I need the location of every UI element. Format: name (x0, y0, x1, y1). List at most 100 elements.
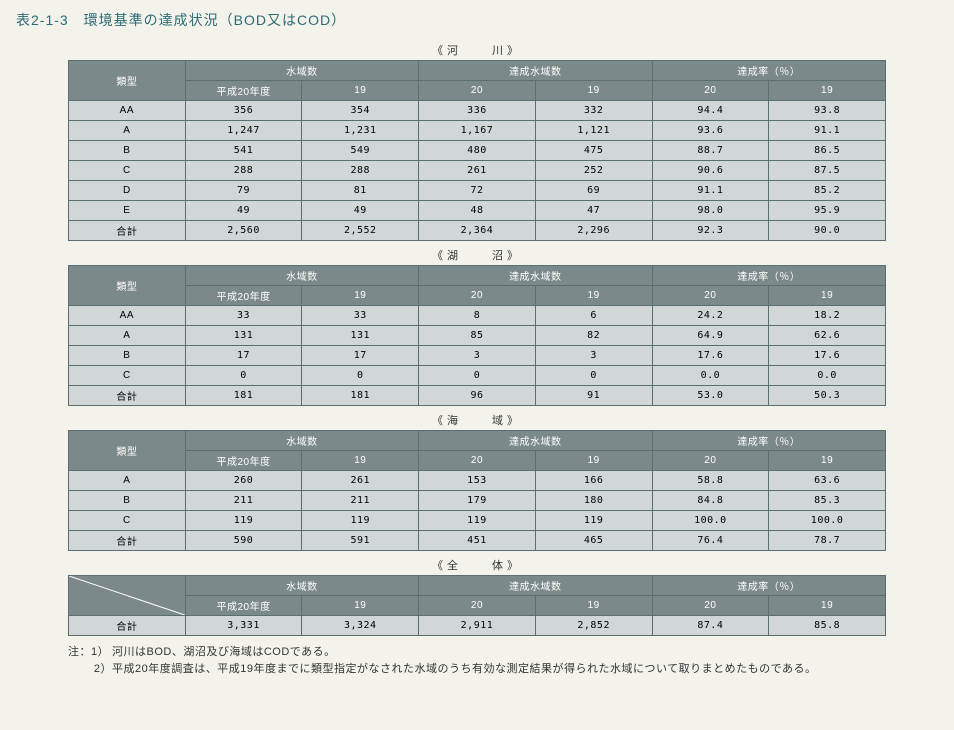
table-cell: 95.9 (769, 201, 886, 221)
col-sub: 19 (769, 81, 886, 101)
table-cell: 3 (535, 346, 652, 366)
table-row: 合計181181969153.050.3 (69, 386, 886, 406)
col-group-2: 達成水域数 (419, 61, 652, 81)
table-cell: 90.0 (769, 221, 886, 241)
table-cell: 179 (419, 491, 536, 511)
table-cell: 591 (302, 531, 419, 551)
table-cell: 100.0 (769, 511, 886, 531)
table-cell: 0.0 (769, 366, 886, 386)
table-cell: 53.0 (652, 386, 769, 406)
table-row: A131131858264.962.6 (69, 326, 886, 346)
col-sub: 平成20年度 (185, 81, 302, 101)
table-cell: 合計 (69, 531, 186, 551)
table-cell: 119 (302, 511, 419, 531)
note-label-1: 注：1） (68, 644, 112, 661)
table-cell: C (69, 511, 186, 531)
col-sub: 平成20年度 (185, 286, 302, 306)
table-row: 合計59059145146576.478.7 (69, 531, 886, 551)
table-cell: 0 (535, 366, 652, 386)
table-cell: 261 (302, 471, 419, 491)
table-cell: 82 (535, 326, 652, 346)
table-cell: 356 (185, 101, 302, 121)
table-cell: 98.0 (652, 201, 769, 221)
table-cell: C (69, 366, 186, 386)
table-cell: C (69, 161, 186, 181)
col-sub: 19 (535, 451, 652, 471)
table-cell: 180 (535, 491, 652, 511)
table-cell: 1,247 (185, 121, 302, 141)
table-cell: 2,364 (419, 221, 536, 241)
rowtype-header: 類型 (69, 61, 186, 101)
table-cell: 1,121 (535, 121, 652, 141)
table-cell: 24.2 (652, 306, 769, 326)
table-cell: A (69, 121, 186, 141)
table-cell: 18.2 (769, 306, 886, 326)
col-sub: 20 (652, 451, 769, 471)
col-sub: 19 (769, 286, 886, 306)
table-cell: 153 (419, 471, 536, 491)
table-cell: 85 (419, 326, 536, 346)
table-cell: 81 (302, 181, 419, 201)
rowtype-header: 類型 (69, 266, 186, 306)
table-cell: 91 (535, 386, 652, 406)
table-cell: 94.4 (652, 101, 769, 121)
table-cell: 90.6 (652, 161, 769, 181)
table-cell: 76.4 (652, 531, 769, 551)
section-caption: 《湖 沼》 (16, 247, 938, 263)
col-sub: 20 (419, 596, 536, 616)
col-group-1: 水域数 (185, 576, 418, 596)
table-cell: 93.8 (769, 101, 886, 121)
table-cell: 63.6 (769, 471, 886, 491)
col-sub: 20 (652, 286, 769, 306)
table-row: B54154948047588.786.5 (69, 141, 886, 161)
col-sub: 20 (419, 286, 536, 306)
table-cell: 47 (535, 201, 652, 221)
note-text-1: 河川はBOD、湖沼及び海域はCODである。 (112, 644, 938, 661)
col-group-3: 達成率（％） (652, 576, 885, 596)
col-sub: 19 (535, 286, 652, 306)
col-group-1: 水域数 (185, 266, 418, 286)
col-sub: 20 (419, 81, 536, 101)
section-caption-overall: 《全 体》 (16, 557, 938, 573)
col-sub: 19 (769, 451, 886, 471)
table-cell: 合計 (69, 616, 186, 636)
table-cell: 211 (185, 491, 302, 511)
col-group-2: 達成水域数 (419, 431, 652, 451)
table-cell: 332 (535, 101, 652, 121)
table-cell: B (69, 346, 186, 366)
table-cell: A (69, 326, 186, 346)
col-sub: 19 (302, 451, 419, 471)
col-sub: 19 (302, 596, 419, 616)
note-label-2: 2） (68, 661, 112, 678)
table-overall: 水域数 達成水域数 達成率（％） 平成20年度 19 20 19 20 19 合… (68, 575, 886, 636)
table-cell: 2,911 (419, 616, 536, 636)
table-cell: 69 (535, 181, 652, 201)
table-row: AA33338624.218.2 (69, 306, 886, 326)
note-text-2: 平成20年度調査は、平成19年度までに類型指定がなされた水域のうち有効な測定結果… (112, 661, 938, 678)
table-cell: 62.6 (769, 326, 886, 346)
table-cell: 166 (535, 471, 652, 491)
table-cell: 6 (535, 306, 652, 326)
table-cell: 119 (419, 511, 536, 531)
table-cell: 0 (185, 366, 302, 386)
col-sub: 19 (769, 596, 886, 616)
table-cell: 91.1 (652, 181, 769, 201)
table-cell: 合計 (69, 221, 186, 241)
col-group-2: 達成水域数 (419, 576, 652, 596)
data-table: 類型水域数達成水域数達成率（％）平成20年度1920192019AA356354… (68, 60, 886, 241)
table-cell: 451 (419, 531, 536, 551)
col-sub: 20 (419, 451, 536, 471)
table-cell: 549 (302, 141, 419, 161)
table-cell: A (69, 471, 186, 491)
table-cell: 50.3 (769, 386, 886, 406)
table-row: C28828826125290.687.5 (69, 161, 886, 181)
table-cell: 100.0 (652, 511, 769, 531)
table-cell: 85.2 (769, 181, 886, 201)
diagonal-header (69, 576, 186, 616)
table-cell: 0 (302, 366, 419, 386)
table-cell: 64.9 (652, 326, 769, 346)
table-cell: B (69, 491, 186, 511)
table-cell: 1,167 (419, 121, 536, 141)
table-cell: 2,560 (185, 221, 302, 241)
table-row: B17173317.617.6 (69, 346, 886, 366)
